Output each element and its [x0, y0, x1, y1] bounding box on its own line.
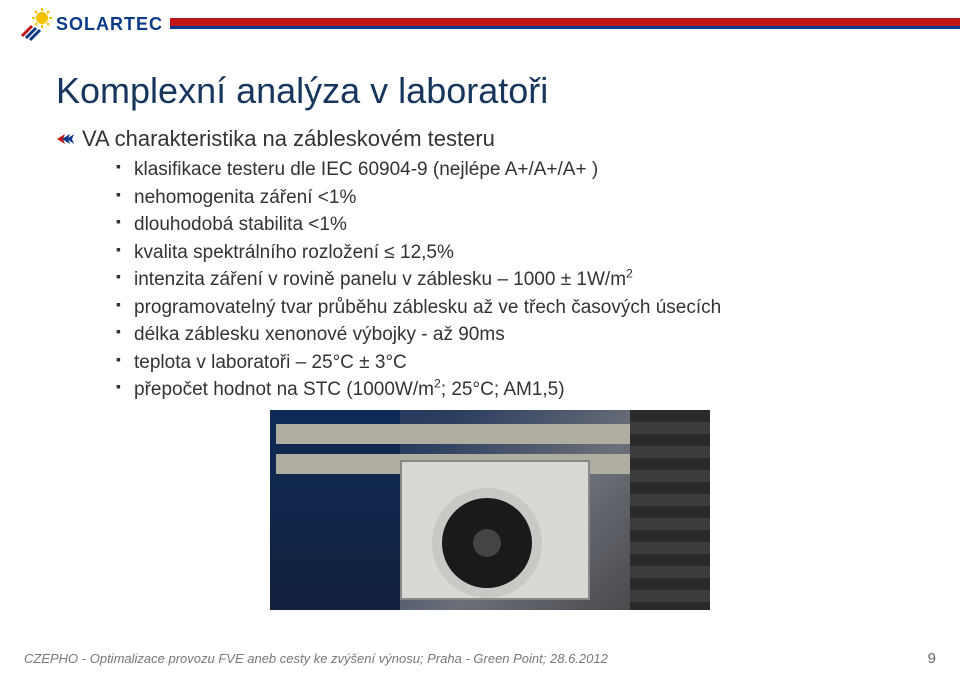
slide-content: Komplexní analýza v laboratoři VA charak… — [56, 70, 920, 404]
list-item: intenzita záření v rovině panelu v záble… — [116, 266, 920, 294]
list-item: nehomogenita záření <1% — [116, 184, 920, 212]
list-item: klasifikace testeru dle IEC 60904-9 (nej… — [116, 156, 920, 184]
equipment-photo — [270, 410, 710, 610]
list-item: teplota v laboratoři – 25°C ± 3°C — [116, 349, 920, 377]
header-stripe-red — [170, 18, 960, 26]
header-stripe-blue — [170, 26, 960, 29]
bullet-list: klasifikace testeru dle IEC 60904-9 (nej… — [116, 156, 920, 404]
list-item: kvalita spektrálního rozložení ≤ 12,5% — [116, 239, 920, 267]
page-number: 9 — [928, 650, 936, 667]
lead-line: VA charakteristika na zábleskovém tester… — [56, 126, 920, 152]
slide-title: Komplexní analýza v laboratoři — [56, 70, 920, 112]
lead-text: VA charakteristika na zábleskovém tester… — [82, 126, 495, 152]
list-item: délka záblesku xenonové výbojky - až 90m… — [116, 321, 920, 349]
bullet-arrow-icon — [56, 132, 74, 146]
brand-logo: SOLARTEC — [18, 6, 163, 42]
header-bar: SOLARTEC — [0, 0, 960, 54]
brand-name: SOLARTEC — [56, 14, 163, 35]
footer-text: CZEPHO - Optimalizace provozu FVE aneb c… — [24, 651, 608, 666]
list-item: dlouhodobá stabilita <1% — [116, 211, 920, 239]
list-item: programovatelný tvar průběhu záblesku až… — [116, 294, 920, 322]
list-item: přepočet hodnot na STC (1000W/m2; 25°C; … — [116, 376, 920, 404]
footer: CZEPHO - Optimalizace provozu FVE aneb c… — [24, 650, 936, 667]
sun-icon — [18, 6, 54, 42]
